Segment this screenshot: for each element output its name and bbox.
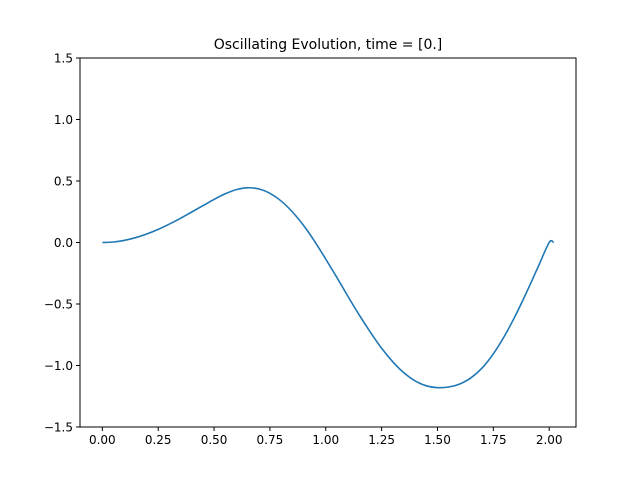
axis-ticks: 0.00 0.25 0.50 0.75 1.00 1.25 1.50 1.75 2.00 −1.5… xyxy=(44,52,563,448)
series-layer xyxy=(102,186,555,389)
y-tick-label: −1.5 xyxy=(44,421,73,435)
y-tick-label: 1.5 xyxy=(54,52,73,66)
x-tick-label: 0.00 xyxy=(89,433,116,447)
y-tick-label: −0.5 xyxy=(44,298,73,312)
x-tick-label: 0.50 xyxy=(201,433,228,447)
y-tick-label: 1.0 xyxy=(54,113,73,127)
chart-title: Oscillating Evolution, time = [0.] xyxy=(214,37,443,53)
x-tick-label: 0.75 xyxy=(257,433,284,447)
x-tick-label: 1.75 xyxy=(480,433,507,447)
x-tick-label: 1.50 xyxy=(424,433,451,447)
x-tick-label: 0.25 xyxy=(145,433,172,447)
plot-area-frame xyxy=(79,57,577,428)
series-line xyxy=(102,186,555,389)
y-tick-label: −1.0 xyxy=(44,359,73,373)
x-tick-label: 1.00 xyxy=(312,433,339,447)
x-tick-label: 2.00 xyxy=(536,433,563,447)
y-tick-label: 0.5 xyxy=(54,175,73,189)
x-tick-label: 1.25 xyxy=(368,433,395,447)
y-tick-label: 0.0 xyxy=(54,236,73,250)
